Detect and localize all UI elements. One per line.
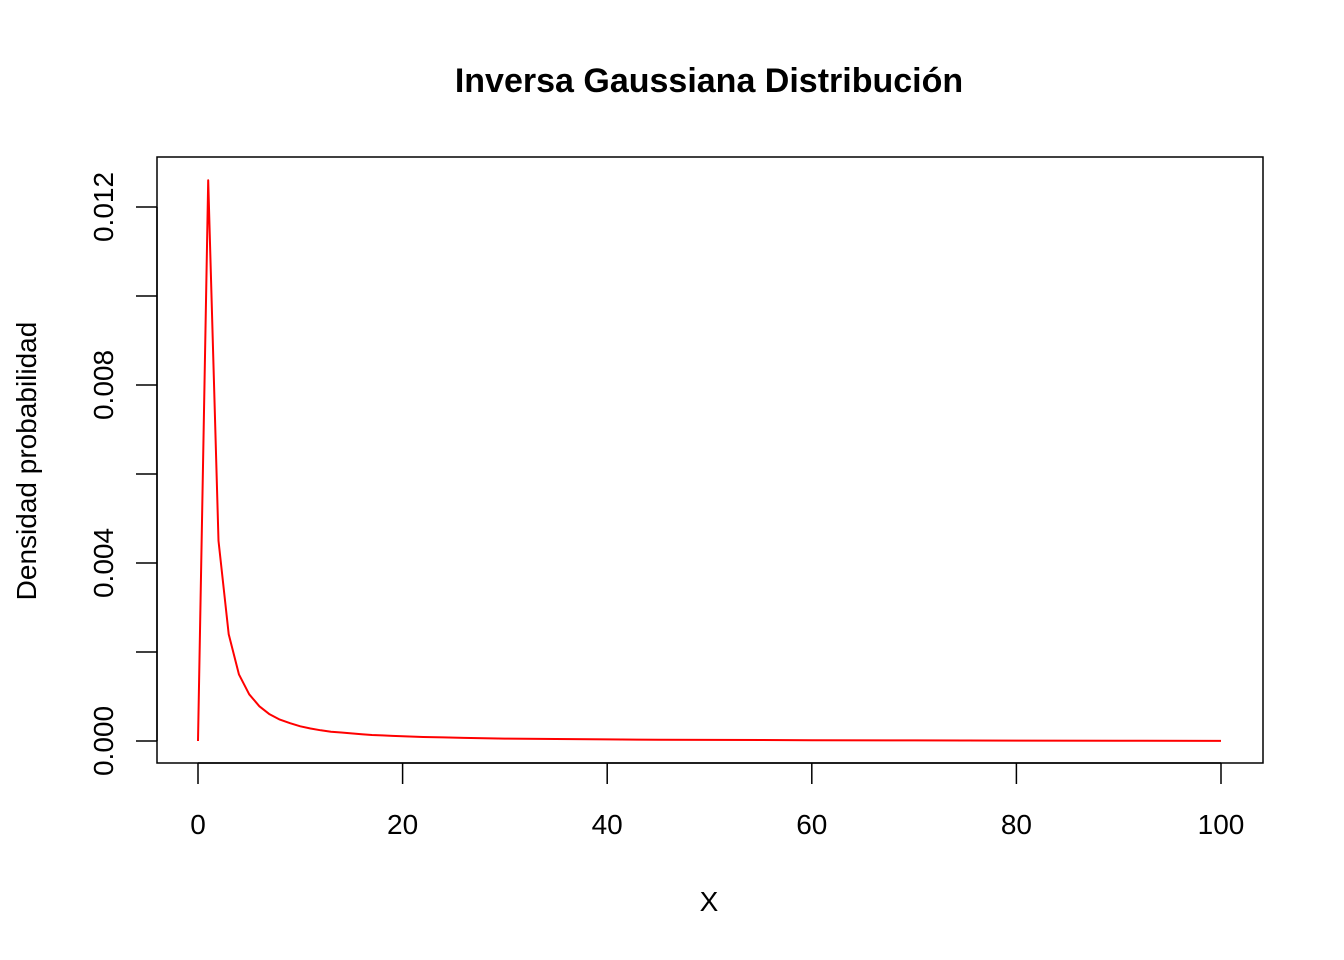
x-tick-label: 80 bbox=[1001, 809, 1032, 840]
y-tick-label: 0.008 bbox=[88, 350, 119, 420]
x-tick-label: 60 bbox=[796, 809, 827, 840]
x-axis: 0 20 40 60 80 100 bbox=[190, 762, 1245, 840]
y-tick-label: 0.000 bbox=[88, 706, 119, 776]
x-tick-label: 40 bbox=[592, 809, 623, 840]
y-tick-label: 0.012 bbox=[88, 172, 119, 242]
y-axis-label: Densidad probabilidad bbox=[11, 322, 42, 601]
x-axis-label: X bbox=[700, 886, 719, 917]
series-layer bbox=[197, 179, 1222, 742]
plot-frame bbox=[156, 156, 1264, 764]
x-tick-label: 0 bbox=[190, 809, 206, 840]
y-tick-label: 0.004 bbox=[88, 528, 119, 598]
y-axis: 0.000 0.004 0.008 0.012 bbox=[88, 172, 158, 776]
x-tick-label: 100 bbox=[1198, 809, 1245, 840]
chart-title: Inversa Gaussiana Distribución bbox=[455, 62, 963, 100]
x-tick-label: 20 bbox=[387, 809, 418, 840]
series-line bbox=[197, 179, 1222, 742]
